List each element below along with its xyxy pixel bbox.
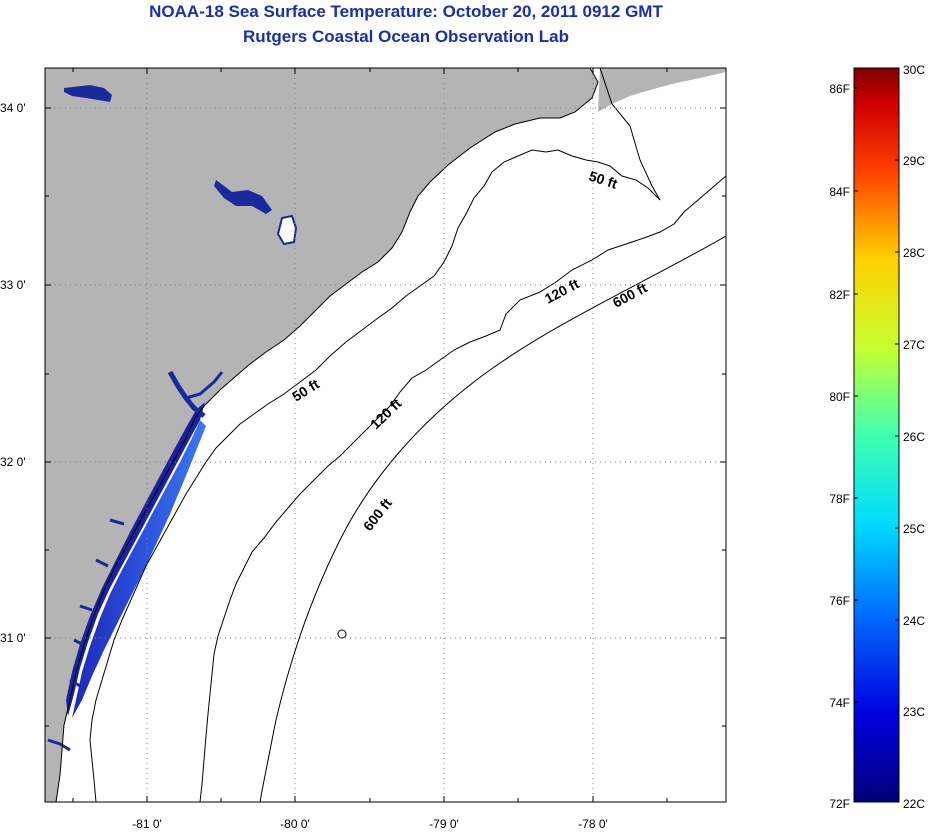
lon-label: -80 0' xyxy=(280,817,310,831)
lat-label: 34 0' xyxy=(0,101,26,115)
colorbar-f-label: 80F xyxy=(829,390,850,404)
inland-white-lake xyxy=(276,214,298,246)
coastline xyxy=(55,68,599,802)
inland-river-3 xyxy=(69,518,125,688)
lat-label: 31 0' xyxy=(0,631,26,645)
land-ne xyxy=(598,68,726,112)
inland-river-2 xyxy=(185,371,224,400)
map-subtitle: Rutgers Coastal Ocean Observation Lab xyxy=(243,27,569,46)
temperature-colorbar xyxy=(853,67,900,803)
grid-lines xyxy=(45,68,726,802)
land-area xyxy=(45,68,598,802)
colorbar-f-label: 76F xyxy=(829,594,850,608)
cape-fear-coast xyxy=(599,68,661,201)
colorbar-c-label: 29C xyxy=(903,154,925,168)
colorbar-f-label: 72F xyxy=(829,797,850,811)
colorbar-f-label: 84F xyxy=(829,185,850,199)
colorbar-c-label: 25C xyxy=(903,522,925,536)
coastal-sst-edge xyxy=(66,402,205,716)
lat-label: 33 0' xyxy=(0,278,26,292)
colorbar-f-label: 82F xyxy=(829,288,850,302)
colorbar-f-label: 86F xyxy=(829,82,850,96)
colorbar-c-label: 27C xyxy=(903,338,925,352)
isobath-120ft xyxy=(199,175,726,802)
inland-lake-2 xyxy=(214,180,272,214)
colorbar-ticks xyxy=(854,87,899,803)
inland-lake-1 xyxy=(64,85,112,102)
map-frame xyxy=(44,67,727,803)
lat-label: 32 0' xyxy=(0,455,26,469)
colorbar-c-label: 28C xyxy=(903,246,925,260)
coastal-sst-band xyxy=(72,420,206,718)
colorbar-f-label: 78F xyxy=(829,492,850,506)
colorbar-c-label: 24C xyxy=(903,614,925,628)
colorbar-f-label: 74F xyxy=(829,696,850,710)
colorbar-c-label: 23C xyxy=(903,705,925,719)
colorbar-c-label: 22C xyxy=(903,797,925,811)
map-title: NOAA-18 Sea Surface Temperature: October… xyxy=(149,2,663,21)
colorbar-c-label: 30C xyxy=(903,63,925,77)
lon-label: -81 0' xyxy=(132,817,162,831)
inland-river-4 xyxy=(47,738,71,752)
lon-label: -79 0' xyxy=(429,817,459,831)
isobath-50ft xyxy=(89,149,661,802)
isobath-600ft xyxy=(259,235,726,802)
seamount-contour xyxy=(337,629,347,639)
colorbar-c-label: 26C xyxy=(903,430,925,444)
lon-label: -78 0' xyxy=(578,817,608,831)
axis-ticks xyxy=(45,68,726,802)
